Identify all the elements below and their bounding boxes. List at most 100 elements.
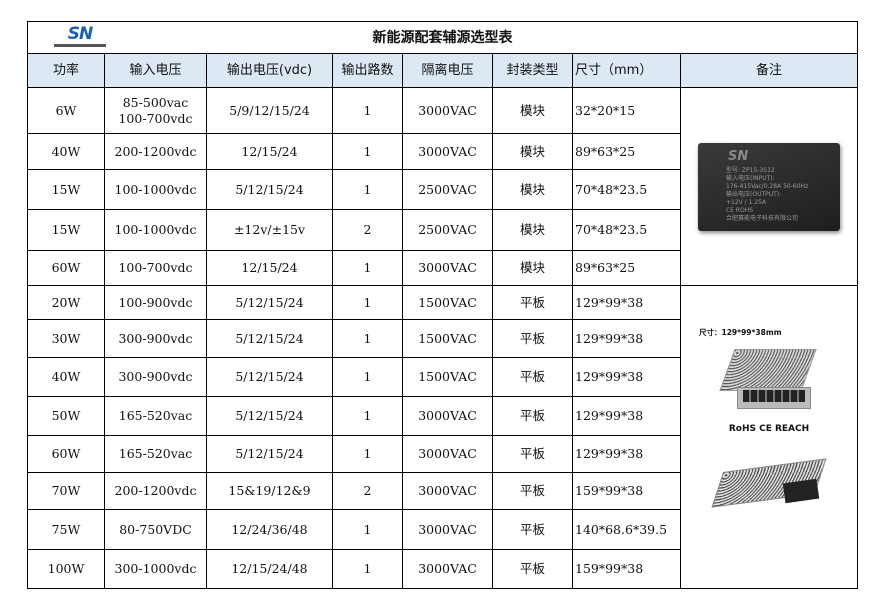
cell-size: 159*99*38	[572, 472, 681, 510]
table-row: 100W 300-1000vdc 12/15/24/48 1 3000VAC 平板 159*…	[27, 549, 858, 589]
psu-dimensions-label: 尺寸：129*99*38mm	[699, 328, 782, 337]
module-label-line: 176-415Vac/0.28A 50-60Hz	[726, 182, 809, 190]
cell-input-voltage: 165-520vac	[104, 435, 207, 473]
cell-isolation-voltage: 3000VAC	[402, 396, 493, 436]
cell-output-voltage: 5/12/15/24	[206, 357, 333, 397]
cell-input-voltage: 100-700vdc	[104, 250, 207, 286]
cell-power: 6W	[27, 87, 105, 134]
module-label-line: 型号: ZP15-3S12	[726, 166, 775, 174]
cell-power: 30W	[27, 319, 105, 358]
header-remarks: 备注	[680, 53, 858, 88]
table-row: 15W 100-1000vdc 5/12/15/24 1 2500VAC 模块 70*48*…	[27, 169, 858, 210]
cell-package-type: 平板	[492, 396, 573, 436]
cell-output-channels: 1	[332, 357, 403, 397]
cell-input-voltage: 300-900vdc	[104, 357, 207, 397]
company-logo: SN	[50, 25, 110, 49]
cell-power: 70W	[27, 472, 105, 510]
cell-input-voltage: 300-1000vdc	[104, 549, 207, 589]
cell-power: 75W	[27, 509, 105, 550]
header-output-channels: 输出路数	[332, 53, 403, 88]
cell-input-voltage: 100-900vdc	[104, 285, 207, 320]
cell-output-voltage: 12/24/36/48	[206, 509, 333, 550]
cell-output-voltage: ±12v/±15v	[206, 209, 333, 251]
cell-isolation-voltage: 1500VAC	[402, 285, 493, 320]
cell-power: 60W	[27, 250, 105, 286]
cell-output-voltage: 5/12/15/24	[206, 396, 333, 436]
table-row: 60W 165-520vac 5/12/15/24 1 3000VAC 平板 129*99*…	[27, 435, 858, 473]
cell-size: 89*63*25	[572, 250, 681, 286]
table-row: 6W 85-500vac 100-700vdc 5/9/12/15/24 1 3000VA…	[27, 87, 858, 286]
cell-output-voltage: 12/15/24	[206, 133, 333, 170]
cell-isolation-voltage: 3000VAC	[402, 250, 493, 286]
logo-subtitle-mark	[54, 44, 106, 47]
cell-isolation-voltage: 1500VAC	[402, 319, 493, 358]
cell-isolation-voltage: 3000VAC	[402, 435, 493, 473]
cell-output-voltage: 12/15/24/48	[206, 549, 333, 589]
cell-size: 129*99*38	[572, 319, 681, 358]
cell-size: 159*99*38	[572, 549, 681, 589]
cell-input-voltage: 80-750VDC	[104, 509, 207, 550]
header-row: 功率 输入电压 输出电压(vdc) 输出路数 隔离电压 封装类型 尺寸（mm） …	[27, 53, 858, 88]
cell-input-voltage: 165-520vac	[104, 396, 207, 436]
table-row: 40W 200-1200vdc 12/15/24 1 3000VAC 模块 89*63*25	[27, 133, 858, 170]
cell-output-channels: 1	[332, 319, 403, 358]
table-title-cell: SN 新能源配套辅源选型表	[27, 21, 858, 54]
header-input-voltage: 输入电压	[104, 53, 207, 88]
cell-output-channels: 1	[332, 285, 403, 320]
cell-output-voltage: 15&19/12&9	[206, 472, 333, 510]
header-output-voltage: 输出电压(vdc)	[206, 53, 333, 88]
table-row: 30W 300-900vdc 5/12/15/24 1 1500VAC 平板 129*99*…	[27, 319, 858, 358]
selection-table: SN 新能源配套辅源选型表 功率 输入电压 输出电压(vdc) 输出路数 隔离电…	[27, 21, 858, 589]
cell-size: 70*48*23.5	[572, 169, 681, 210]
cell-size: 70*48*23.5	[572, 209, 681, 251]
cell-package-type: 模块	[492, 209, 573, 251]
cell-package-type: 模块	[492, 87, 573, 134]
cell-output-channels: 1	[332, 435, 403, 473]
cell-isolation-voltage: 2500VAC	[402, 169, 493, 210]
module-label-line: CE ROHS	[726, 206, 754, 214]
cell-output-channels: 2	[332, 209, 403, 251]
cell-isolation-voltage: 3000VAC	[402, 549, 493, 589]
cell-package-type: 平板	[492, 285, 573, 320]
cell-package-type: 模块	[492, 250, 573, 286]
table-row: 70W 200-1200vdc 15&19/12&9 2 3000VAC 平板 159*99…	[27, 472, 858, 510]
table-row: 15W 100-1000vdc ±12v/±15v 2 2500VAC 模块 70*48*2…	[27, 209, 858, 251]
cell-output-channels: 1	[332, 133, 403, 170]
header-package-type: 封装类型	[492, 53, 573, 88]
cell-input-voltage: 100-1000vdc	[104, 169, 207, 210]
cell-output-channels: 2	[332, 472, 403, 510]
psu-image-cell: 尺寸：129*99*38mm RoHS CE REACH	[680, 285, 858, 589]
table-row: 50W 165-520vac 5/12/15/24 1 3000VAC 平板 129*99*…	[27, 396, 858, 436]
certification-label: RoHS CE REACH	[728, 424, 810, 434]
cell-output-channels: 1	[332, 169, 403, 210]
cell-size: 129*99*38	[572, 435, 681, 473]
module-label-line: 合肥赛能电子科技有限公司	[726, 214, 799, 222]
cell-input-voltage: 85-500vac 100-700vdc	[104, 87, 207, 134]
cell-output-channels: 1	[332, 549, 403, 589]
cell-output-voltage: 5/12/15/24	[206, 169, 333, 210]
slim-psu-image	[711, 458, 827, 509]
cell-output-voltage: 5/12/15/24	[206, 435, 333, 473]
cell-isolation-voltage: 3000VAC	[402, 87, 493, 134]
module-brand: SN	[728, 148, 749, 164]
cell-output-channels: 1	[332, 250, 403, 286]
table-row: 40W 300-900vdc 5/12/15/24 1 1500VAC 平板 129*99*…	[27, 357, 858, 397]
cell-package-type: 模块	[492, 169, 573, 210]
cell-size: 129*99*38	[572, 357, 681, 397]
cell-output-channels: 1	[332, 509, 403, 550]
cell-isolation-voltage: 2500VAC	[402, 209, 493, 251]
module-product-image: SN 型号: ZP15-3S12 输入电压(INPUT): 176-415Vac/0.…	[698, 142, 840, 231]
header-power: 功率	[27, 53, 105, 88]
cell-package-type: 平板	[492, 472, 573, 510]
cell-isolation-voltage: 3000VAC	[402, 133, 493, 170]
cell-power: 20W	[27, 285, 105, 320]
module-image-cell: SN 型号: ZP15-3S12 输入电压(INPUT): 176-415Vac/0.…	[680, 87, 858, 286]
cell-isolation-voltage: 3000VAC	[402, 509, 493, 550]
module-label-line: +12V / 1.25A	[726, 198, 767, 206]
cell-output-voltage: 12/15/24	[206, 250, 333, 286]
cell-power: 40W	[27, 357, 105, 397]
table-row: 20W 100-900vdc 5/12/15/24 1 1500VAC 平板 129*99*…	[27, 285, 858, 589]
cell-power: 60W	[27, 435, 105, 473]
cell-size: 140*68.6*39.5	[572, 509, 681, 550]
cell-package-type: 平板	[492, 549, 573, 589]
